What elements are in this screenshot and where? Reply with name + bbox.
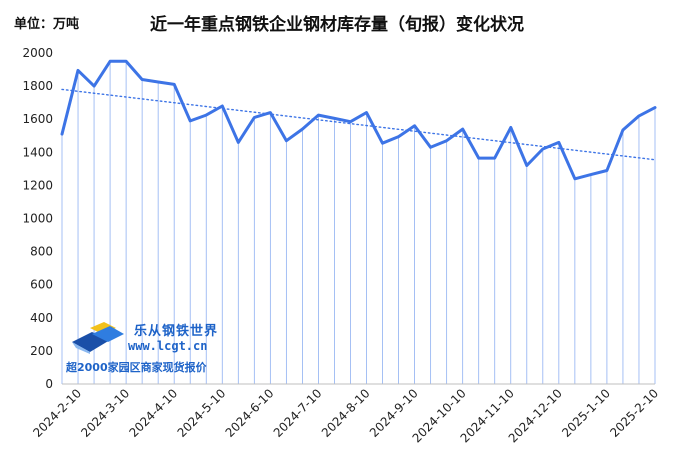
data-point bbox=[430, 146, 432, 148]
y-tick-label: 1600 bbox=[22, 112, 53, 126]
x-tick-label: 2025-1-10 bbox=[559, 386, 613, 440]
data-point bbox=[622, 129, 624, 131]
x-tick-label: 2024-4-10 bbox=[126, 386, 180, 440]
data-point bbox=[77, 69, 79, 71]
x-tick-labels: 2024-2-102024-3-102024-4-102024-5-102024… bbox=[30, 386, 661, 445]
data-point bbox=[189, 120, 191, 122]
x-tick-label: 2024-7-10 bbox=[271, 386, 325, 440]
data-point bbox=[141, 78, 143, 81]
data-point bbox=[205, 114, 207, 116]
data-point bbox=[333, 117, 336, 119]
data-point bbox=[590, 174, 592, 176]
data-point bbox=[285, 140, 287, 142]
data-point bbox=[237, 141, 239, 143]
data-point bbox=[157, 81, 159, 83]
y-tick-label: 200 bbox=[30, 344, 53, 358]
brand-logo-icon bbox=[72, 322, 124, 354]
data-point bbox=[478, 157, 480, 159]
y-tick-label: 1400 bbox=[22, 145, 53, 159]
x-tick-label: 2024-5-10 bbox=[175, 386, 229, 440]
y-tick-label: 1800 bbox=[22, 79, 53, 93]
data-point bbox=[397, 135, 400, 138]
data-point bbox=[462, 128, 464, 130]
data-point bbox=[221, 105, 223, 107]
x-tick-label: 2025-2-10 bbox=[607, 386, 661, 440]
y-tick-label: 2000 bbox=[22, 46, 53, 60]
trendline-group bbox=[61, 88, 656, 161]
x-tick-label: 2024-8-10 bbox=[319, 386, 373, 440]
data-point bbox=[125, 60, 127, 62]
data-point bbox=[413, 125, 416, 127]
y-tick-label: 1000 bbox=[22, 212, 53, 226]
data-point bbox=[173, 83, 175, 86]
unit-label: 单位：万吨 bbox=[14, 17, 80, 32]
data-point bbox=[253, 116, 255, 119]
data-point bbox=[349, 121, 352, 123]
data-point bbox=[109, 60, 111, 62]
series-group bbox=[60, 59, 657, 181]
data-point bbox=[542, 148, 544, 150]
y-tick-label: 600 bbox=[30, 278, 53, 292]
y-tick-labels: 0 200 400 600 800 1000 1200 1400 1600 1800 2000 bbox=[22, 46, 53, 391]
x-tick-label: 2024-6-10 bbox=[223, 386, 277, 440]
series-line bbox=[60, 59, 657, 181]
data-point bbox=[381, 142, 384, 144]
data-point bbox=[606, 169, 608, 172]
data-point bbox=[574, 178, 576, 180]
watermark-slogan: 超2000家园区商家现货报价 bbox=[66, 361, 207, 374]
data-point bbox=[365, 111, 368, 114]
data-point bbox=[510, 126, 512, 129]
data-point bbox=[61, 133, 63, 135]
trendline bbox=[61, 88, 656, 161]
watermark-title: 乐从钢铁世界 bbox=[134, 324, 219, 339]
data-point bbox=[558, 141, 560, 143]
data-point bbox=[317, 114, 320, 116]
y-tick-label: 0 bbox=[45, 377, 53, 391]
data-point bbox=[638, 115, 640, 117]
y-tick-label: 400 bbox=[30, 311, 53, 325]
drop-lines bbox=[61, 61, 656, 384]
watermark-url: www.lcgt.cn bbox=[128, 339, 208, 353]
x-tick-label: 2024-3-10 bbox=[78, 386, 132, 440]
y-tick-label: 800 bbox=[30, 245, 53, 259]
x-tick-label: 2024-2-10 bbox=[30, 386, 84, 440]
data-point bbox=[301, 128, 304, 130]
watermark: 乐从钢铁世界 www.lcgt.cn 超2000家园区商家现货报价 bbox=[66, 318, 246, 378]
data-point bbox=[494, 157, 496, 159]
data-point bbox=[93, 85, 95, 87]
data-point bbox=[269, 111, 271, 114]
data-point bbox=[654, 107, 656, 109]
data-point bbox=[526, 164, 528, 167]
chart-title: 近一年重点钢铁企业钢材库存量（旬报）变化状况 bbox=[150, 15, 524, 35]
data-point bbox=[446, 140, 448, 142]
y-tick-label: 1200 bbox=[22, 178, 53, 192]
